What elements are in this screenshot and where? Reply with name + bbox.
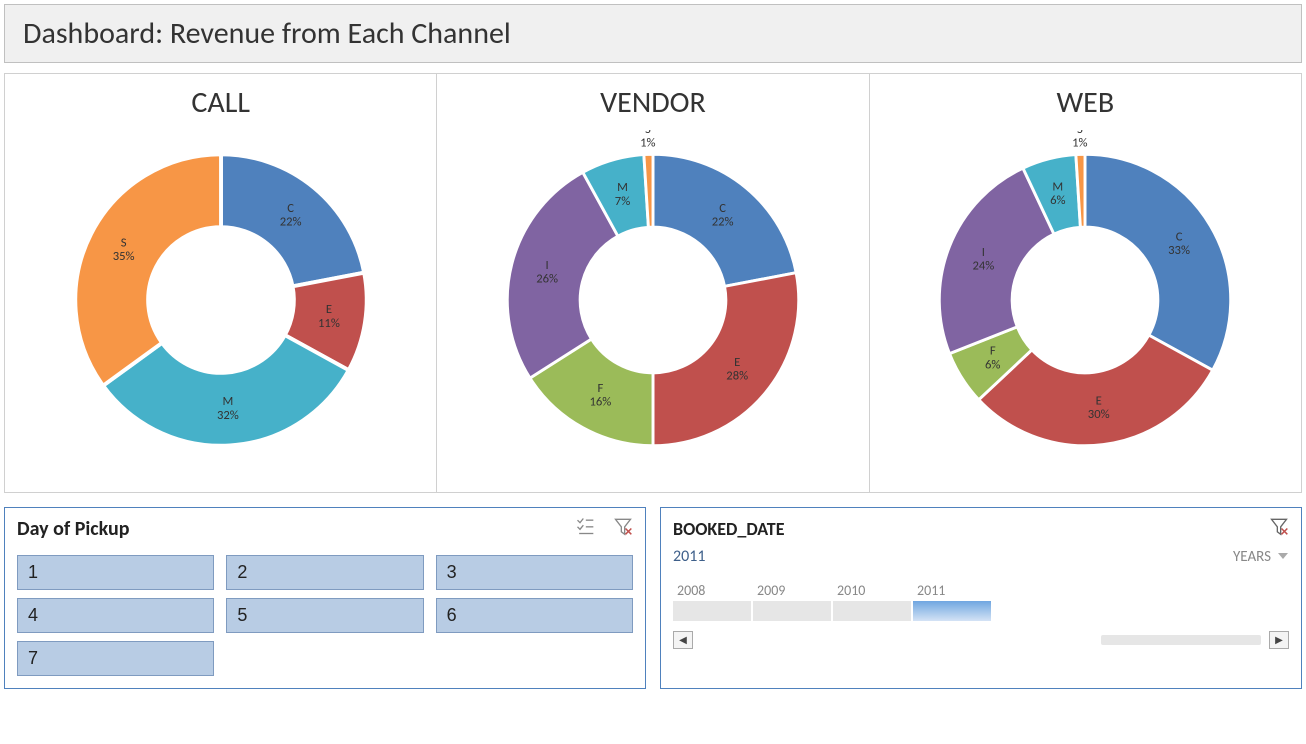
slice-label: S1% bbox=[1072, 130, 1087, 151]
slice-label: M7% bbox=[615, 180, 630, 209]
donut-chart: C22%E11%M32%S35% bbox=[9, 125, 432, 475]
day-of-pickup-slicer: Day of Pickup bbox=[4, 507, 646, 689]
donut-slice[interactable] bbox=[653, 273, 799, 446]
donut-chart: C22%E28%F16%I26%M7%S1% bbox=[441, 125, 864, 475]
timeline-title: BOOKED_DATE bbox=[673, 518, 785, 540]
chart-panel: WEBC33%E30%F6%I24%M6%S1% bbox=[870, 73, 1302, 493]
triangle-left-icon: ◀ bbox=[679, 635, 687, 645]
slice-label: S1% bbox=[640, 130, 655, 151]
slicer-button[interactable]: 1 bbox=[17, 555, 214, 590]
chart-title: CALL bbox=[9, 78, 432, 125]
donut-slice[interactable] bbox=[75, 154, 221, 385]
charts-row: CALLC22%E11%M32%S35%VENDORC22%E28%F16%I2… bbox=[4, 73, 1302, 493]
slicer-title: Day of Pickup bbox=[17, 517, 129, 541]
chart-title: VENDOR bbox=[441, 78, 864, 125]
bottom-row: Day of Pickup bbox=[4, 507, 1302, 689]
timeline-year-label: 2011 bbox=[913, 578, 993, 601]
chevron-down-icon bbox=[1277, 548, 1289, 566]
donut-chart: C33%E30%F6%I24%M6%S1% bbox=[874, 125, 1297, 475]
chart-panel: CALLC22%E11%M32%S35% bbox=[4, 73, 437, 493]
chart-panel: VENDORC22%E28%F16%I26%M7%S1% bbox=[437, 73, 869, 493]
slicer-header: Day of Pickup bbox=[5, 508, 645, 547]
timeline-year-block[interactable] bbox=[913, 601, 991, 621]
dashboard-title: Dashboard: Revenue from Each Channel bbox=[4, 4, 1302, 63]
slicer-button[interactable]: 6 bbox=[436, 598, 633, 633]
slicer-button[interactable]: 5 bbox=[226, 598, 423, 633]
timeline-header: BOOKED_DATE bbox=[661, 508, 1301, 543]
timeline-subheader: 2011 YEARS bbox=[661, 543, 1301, 570]
timeline-selected-label: 2011 bbox=[673, 547, 705, 566]
slicer-icon-row bbox=[575, 516, 633, 541]
slicer-button[interactable]: 3 bbox=[436, 555, 633, 590]
donut-slice[interactable] bbox=[1085, 154, 1231, 370]
timeline-level-label: YEARS bbox=[1233, 548, 1271, 566]
timeline-year-block[interactable] bbox=[753, 601, 831, 621]
slicer-body: 123 456 7 bbox=[5, 547, 645, 688]
slicer-button[interactable]: 2 bbox=[226, 555, 423, 590]
timeline-scroll: ◀ ▶ bbox=[661, 625, 1301, 657]
timeline-year-block[interactable] bbox=[673, 601, 751, 621]
timeline-year-label: 2010 bbox=[833, 578, 913, 601]
timeline-body: 2008200920102011 bbox=[661, 570, 1301, 625]
scroll-right-button[interactable]: ▶ bbox=[1269, 631, 1289, 649]
scroll-left-button[interactable]: ◀ bbox=[673, 631, 693, 649]
triangle-right-icon: ▶ bbox=[1275, 635, 1283, 645]
chart-title: WEB bbox=[874, 78, 1297, 125]
timeline-level-selector[interactable]: YEARS bbox=[1233, 548, 1289, 566]
clear-filter-icon[interactable] bbox=[1269, 516, 1289, 541]
booked-date-timeline: BOOKED_DATE 2011 YEARS bbox=[660, 507, 1302, 689]
slicer-button[interactable]: 7 bbox=[17, 641, 214, 676]
slicer-button[interactable]: 4 bbox=[17, 598, 214, 633]
timeline-year-label: 2009 bbox=[753, 578, 833, 601]
scroll-thumb[interactable] bbox=[1101, 635, 1261, 645]
slice-label: M6% bbox=[1050, 179, 1065, 208]
clear-filter-icon[interactable] bbox=[613, 516, 633, 541]
timeline-year-block[interactable] bbox=[833, 601, 911, 621]
multiselect-icon[interactable] bbox=[575, 516, 595, 541]
timeline-year-label: 2008 bbox=[673, 578, 753, 601]
